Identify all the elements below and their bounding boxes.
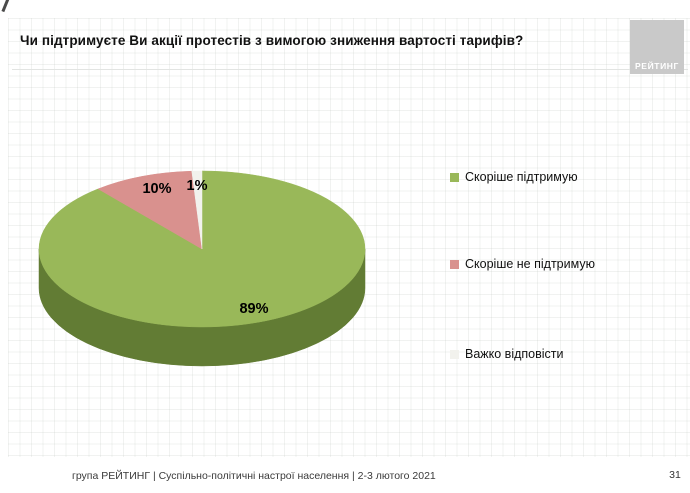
corner-artifact — [1, 0, 10, 12]
chart-title: Чи підтримуєте Ви акції протестів з вимо… — [20, 33, 524, 48]
legend-item-hard-to-answer: Важко відповісти — [450, 345, 564, 363]
legend-swatch-green — [450, 172, 459, 182]
pie-label-hard-to-answer: 1% — [186, 178, 208, 194]
legend-label: Скоріше підтримую — [465, 170, 578, 184]
rating-logo: РЕЙТИНГ — [630, 20, 684, 74]
legend-item-rather-not-support: Скоріше не підтримую — [450, 255, 595, 273]
legend-item-rather-support: Скоріше підтримую — [450, 168, 578, 186]
pie-label-rather-support: 89% — [239, 301, 269, 317]
legend-swatch-pink — [450, 259, 459, 269]
grid-background — [8, 18, 690, 457]
page-number: 31 — [669, 469, 681, 481]
legend-label: Важко відповісти — [465, 347, 564, 361]
title-divider — [12, 69, 688, 70]
legend-swatch-white — [450, 349, 459, 359]
pie-label-rather-not-support: 10% — [142, 181, 172, 197]
legend-label: Скоріше не підтримую — [465, 257, 595, 271]
rating-logo-text: РЕЙТИНГ — [635, 61, 679, 71]
footer-source: група РЕЙТИНГ | Суспільно-політичні наст… — [72, 470, 436, 482]
